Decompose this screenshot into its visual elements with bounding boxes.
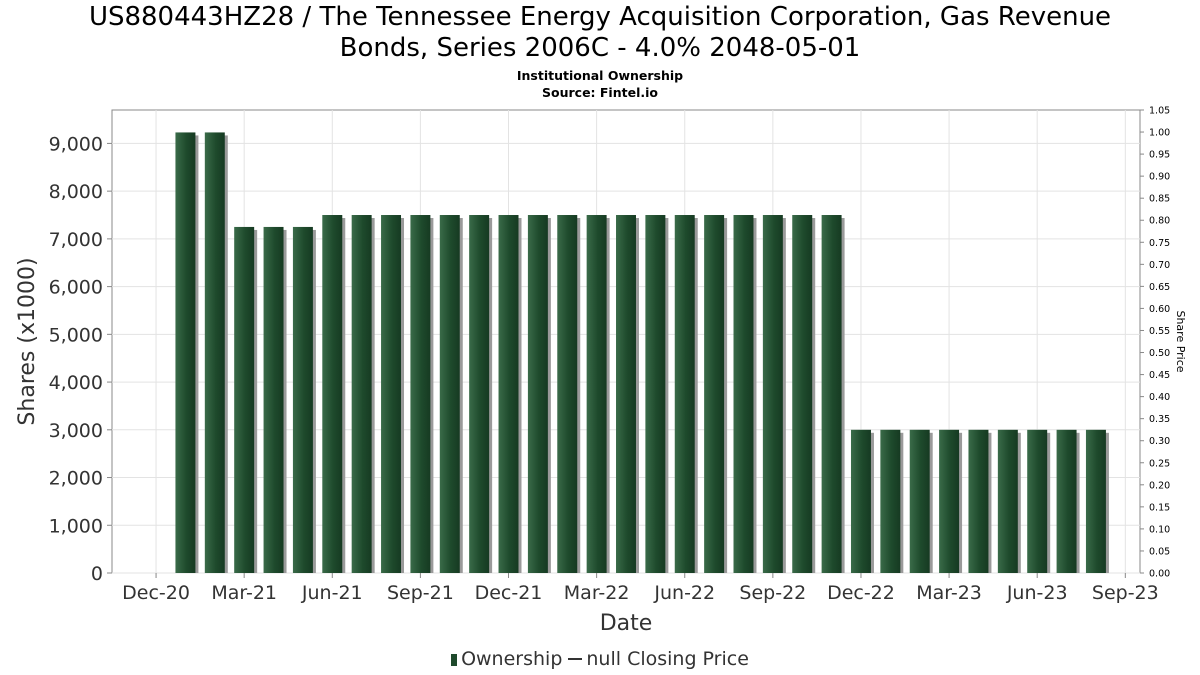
legend-ownership-swatch [451, 654, 458, 666]
ownership-bar [175, 132, 196, 573]
y2-tick-label: 0.55 [1149, 326, 1170, 337]
ownership-bar [1085, 429, 1106, 573]
ownership-bar [410, 215, 431, 573]
y-tick-label: 3,000 [49, 420, 103, 442]
x-tick-label: Dec-21 [475, 582, 543, 604]
y-tick-label: 4,000 [49, 372, 103, 394]
y2-tick-label: 0.05 [1149, 546, 1170, 557]
ownership-bar [351, 215, 372, 573]
ownership-bar [292, 226, 313, 573]
legend-price-line [568, 658, 583, 660]
ownership-bar [997, 429, 1018, 573]
y-tick-label: 7,000 [49, 229, 103, 251]
chart-source: Source: Fintel.io [542, 85, 658, 100]
ownership-bar [674, 215, 695, 573]
y-tick-label: 8,000 [49, 181, 103, 203]
ownership-bar [557, 215, 578, 573]
y-tick-label: 5,000 [49, 324, 103, 346]
ownership-bar [469, 215, 490, 573]
ownership-bar [1027, 429, 1048, 573]
y2-tick-label: 0.95 [1149, 150, 1170, 161]
y-tick-label: 9,000 [49, 133, 103, 155]
ownership-bar [939, 429, 960, 573]
ownership-bar [792, 215, 813, 573]
y2-tick-label: 0.00 [1149, 569, 1170, 580]
ownership-bar [322, 215, 343, 573]
y-axis-label: Shares (x1000) [15, 257, 40, 425]
y2-tick-label: 0.75 [1149, 238, 1170, 249]
chart-title-line1: US880443HZ28 / The Tennessee Energy Acqu… [88, 2, 1112, 32]
y2-tick-label: 0.70 [1149, 260, 1170, 271]
ownership-bar [234, 226, 255, 573]
x-tick-label: Sep-22 [739, 582, 806, 604]
ownership-bar [263, 226, 284, 573]
legend-ownership-label: Ownership [461, 648, 563, 670]
ownership-bar [968, 429, 989, 573]
ownership-bar [1056, 429, 1077, 573]
y2-tick-label: 1.00 [1149, 128, 1170, 139]
y2-tick-label: 0.45 [1149, 370, 1170, 381]
x-tick-label: Sep-23 [1092, 582, 1159, 604]
ownership-bar [704, 215, 725, 573]
x-tick-label: Jun-21 [301, 582, 363, 604]
ownership-bar [498, 215, 519, 573]
ownership-bar [909, 429, 930, 573]
ownership-bar [762, 215, 783, 573]
x-tick-label: Sep-21 [387, 582, 454, 604]
y-tick-label: 6,000 [49, 277, 103, 299]
y2-tick-label: 0.80 [1149, 216, 1170, 227]
ownership-bar [204, 132, 225, 573]
y-tick-label: 2,000 [49, 468, 103, 490]
y2-axis-label: Share Price [1174, 310, 1187, 372]
ownership-bar [381, 215, 402, 573]
ownership-bar [821, 215, 842, 573]
x-tick-label: Dec-20 [122, 582, 190, 604]
y2-tick-label: 0.50 [1149, 348, 1170, 359]
ownership-bar [880, 429, 901, 573]
y2-tick-label: 0.60 [1149, 304, 1170, 315]
chart-title-line2: Bonds, Series 2006C - 4.0% 2048-05-01 [339, 33, 861, 63]
x-tick-label: Jun-22 [653, 582, 715, 604]
chart-subtitle: Institutional Ownership [516, 68, 684, 83]
chart-legend: Ownership null Closing Price [0, 648, 1200, 670]
ownership-bar [586, 215, 607, 573]
chart-title: US880443HZ28 / The Tennessee Energy Acqu… [0, 2, 1200, 64]
y2-tick-label: 0.90 [1149, 172, 1170, 183]
ownership-bar [439, 215, 460, 573]
x-tick-label: Mar-22 [564, 582, 630, 604]
legend-price-label: null Closing Price [586, 648, 749, 670]
x-tick-label: Dec-22 [827, 582, 895, 604]
y2-tick-label: 0.40 [1149, 392, 1170, 403]
x-axis-label: Date [600, 611, 653, 636]
ownership-bar [616, 215, 636, 573]
y2-tick-label: 0.65 [1149, 282, 1170, 293]
y2-tick-label: 0.20 [1149, 480, 1170, 491]
ownership-bar [645, 215, 666, 573]
x-tick-label: Mar-23 [916, 582, 982, 604]
y2-tick-label: 0.85 [1149, 194, 1170, 205]
y-tick-label: 0 [91, 563, 103, 585]
ownership-bar [850, 429, 871, 573]
y2-tick-label: 0.25 [1149, 458, 1170, 469]
y2-tick-label: 0.30 [1149, 436, 1170, 447]
y2-tick-label: 0.15 [1149, 502, 1170, 513]
y2-tick-label: 0.35 [1149, 414, 1170, 425]
x-tick-label: Jun-23 [1006, 582, 1068, 604]
y2-tick-label: 0.10 [1149, 524, 1170, 535]
x-tick-label: Mar-21 [211, 582, 277, 604]
ownership-bar [527, 215, 548, 573]
y2-tick-label: 1.05 [1149, 106, 1170, 117]
ownership-bar [733, 215, 754, 573]
y-tick-label: 1,000 [49, 515, 103, 537]
